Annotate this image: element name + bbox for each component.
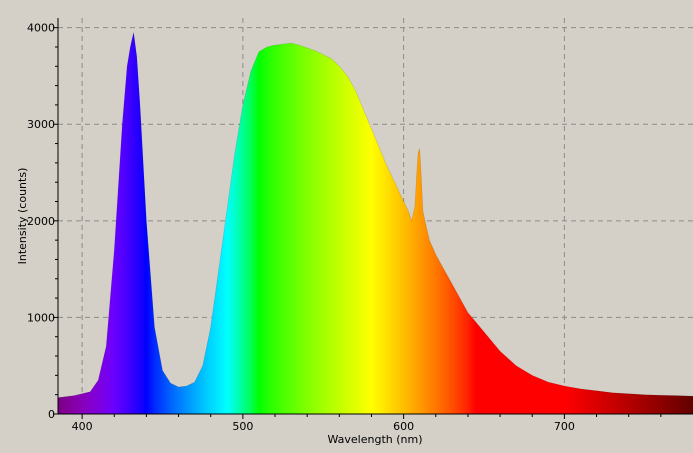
y-tick-label: 3000 [27,118,55,131]
x-axis-label: Wavelength (nm) [327,433,422,446]
axes [57,18,693,415]
y-axis-label: Intensity (counts) [16,168,29,265]
x-tick-label: 400 [72,420,93,433]
x-tick-label: 600 [393,420,414,433]
y-tick-label: 2000 [27,215,55,228]
spectrum-area [58,32,693,414]
x-tick-label: 500 [232,420,253,433]
ticks: 400 500 600 700 0 1000 2000 3000 4000 [27,22,662,433]
y-tick-label: 0 [48,408,55,421]
y-tick-label: 4000 [27,22,55,35]
spectrum-outline [57,32,693,398]
y-tick-label: 1000 [27,311,55,324]
x-tick-label: 700 [554,420,575,433]
